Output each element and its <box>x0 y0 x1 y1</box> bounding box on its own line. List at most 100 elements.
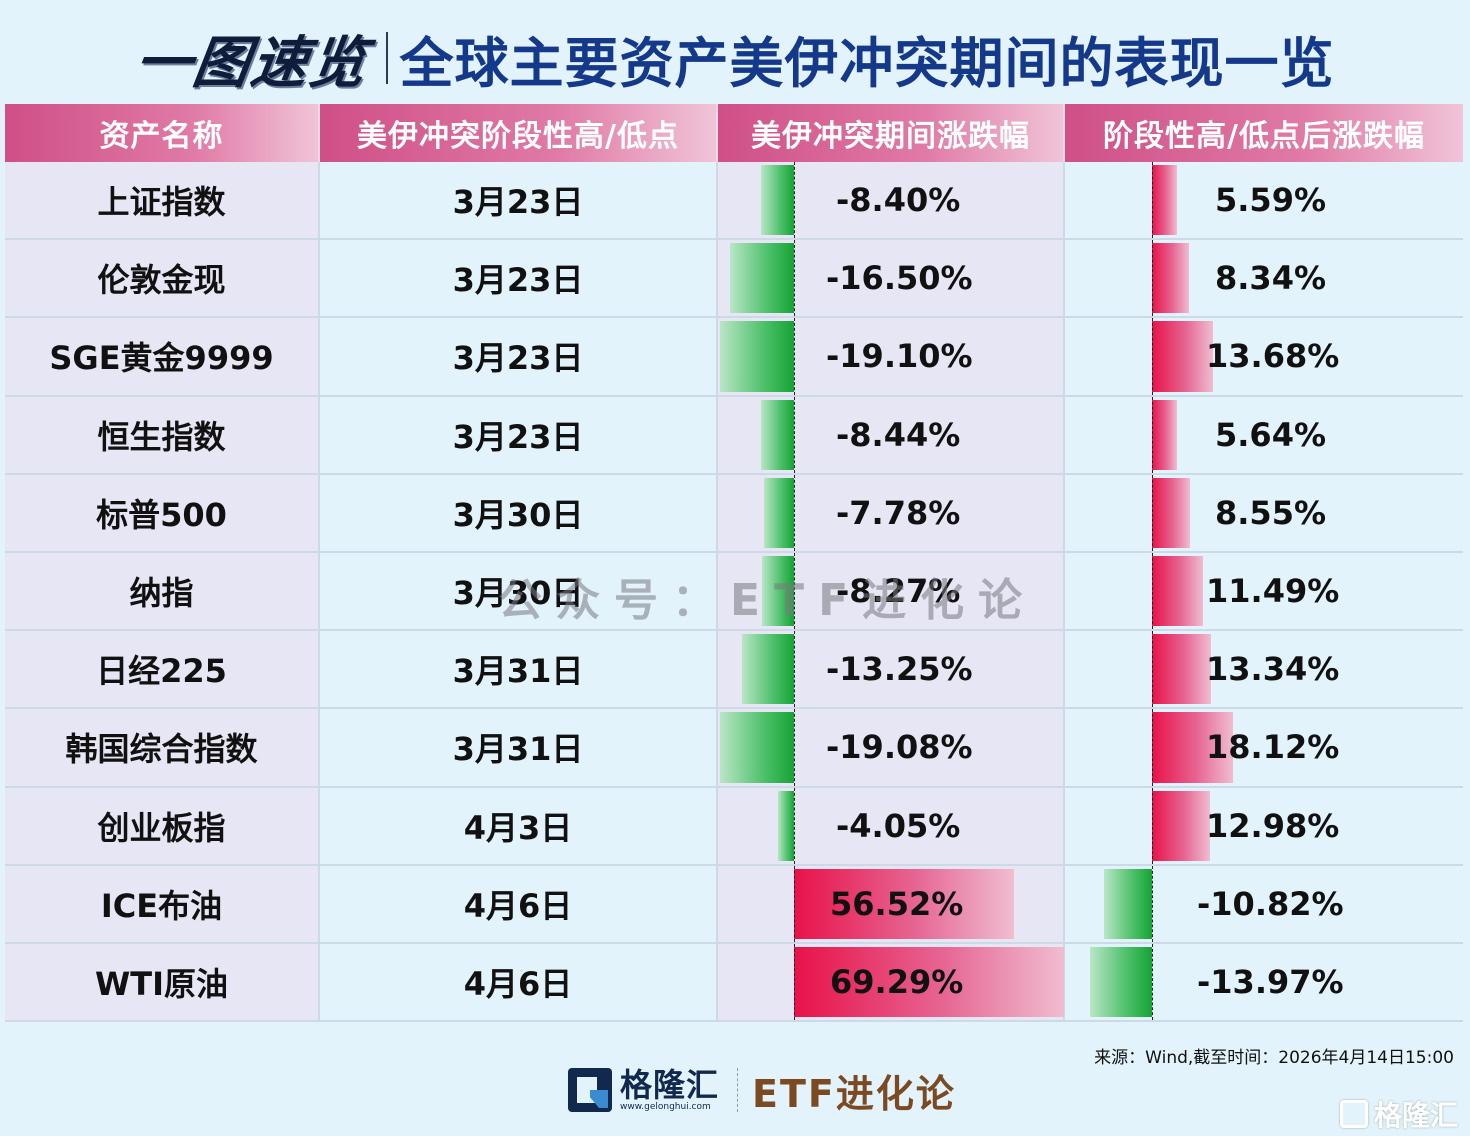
title-right: 全球主要资产美伊冲突期间的表现一览 <box>399 31 1335 95</box>
negative-bar <box>763 477 794 548</box>
change-during-cell: -7.78% <box>718 474 1065 551</box>
change-after-cell: 8.55% <box>1065 474 1463 551</box>
asset-name: 上证指数 <box>5 162 320 239</box>
table-row: 纳指 3月30日 -8.27% 11.49% <box>5 552 1463 632</box>
zero-axis <box>1152 162 1153 239</box>
change-during-value: -13.25% <box>826 650 973 689</box>
change-during-cell: 69.29% <box>718 943 1065 1021</box>
table-row: ICE布油 4月6日 56.52% -10.82% <box>5 865 1463 944</box>
brand-name: 格隆汇 <box>620 1066 720 1104</box>
change-during-value: -8.40% <box>836 181 961 220</box>
zero-axis <box>794 318 795 395</box>
negative-bar <box>761 399 794 470</box>
change-after-value: 8.55% <box>1215 493 1327 532</box>
change-after-cell: 13.68% <box>1065 318 1463 395</box>
change-during-value: 56.52% <box>830 884 964 923</box>
change-after-value: 18.12% <box>1206 728 1340 767</box>
positive-bar <box>794 868 1015 939</box>
title-left: 一图速览 <box>130 30 372 96</box>
positive-bar <box>1152 555 1204 627</box>
change-during-cell: 56.52% <box>718 865 1065 942</box>
change-during-value: -4.05% <box>836 806 961 845</box>
negative-bar <box>742 634 794 705</box>
turning-date: 3月30日 <box>320 474 718 551</box>
table-row: 韩国综合指数 3月31日 -19.08% 18.12% <box>5 709 1463 788</box>
zero-axis <box>794 709 795 786</box>
footer-divider <box>737 1068 739 1112</box>
zero-axis <box>1152 474 1153 551</box>
zero-axis <box>1152 631 1153 708</box>
zero-axis <box>794 787 795 864</box>
positive-bar <box>1152 399 1178 470</box>
table-row: WTI原油 4月6日 69.29% -13.97% <box>5 943 1463 1023</box>
page-title: 一图速览 全球主要资产美伊冲突期间的表现一览 <box>0 18 1470 98</box>
change-during-value: -7.78% <box>836 493 961 532</box>
change-after-cell: 5.59% <box>1065 162 1463 239</box>
change-after-value: 13.34% <box>1206 650 1340 689</box>
zero-axis <box>794 943 795 1021</box>
performance-table: 资产名称 美伊冲突阶段性高/低点 美伊冲突期间涨跌幅 阶段性高/低点后涨跌幅 上… <box>5 104 1463 1023</box>
change-after-value: 5.59% <box>1215 181 1327 220</box>
positive-bar <box>1152 165 1177 236</box>
asset-name: ICE布油 <box>5 865 320 942</box>
zero-axis <box>1152 318 1153 395</box>
change-after-value: 11.49% <box>1206 572 1340 611</box>
zero-axis <box>794 240 795 317</box>
change-during-cell: -8.27% <box>718 552 1065 630</box>
corner-logo-text: 格隆汇 <box>1373 1099 1458 1132</box>
table-row: 创业板指 4月3日 -4.05% 12.98% <box>5 787 1463 866</box>
turning-date: 3月30日 <box>320 552 718 630</box>
change-during-value: -8.44% <box>836 415 961 454</box>
zero-axis <box>794 552 795 630</box>
table-row: 日经225 3月31日 -13.25% 13.34% <box>5 631 1463 710</box>
change-during-cell: -8.44% <box>718 396 1065 473</box>
positive-bar <box>1152 712 1233 783</box>
table-row: 上证指数 3月23日 -8.40% 5.59% <box>5 162 1463 241</box>
change-after-value: 8.34% <box>1215 259 1327 298</box>
negative-bar <box>761 555 794 627</box>
zero-axis <box>1152 787 1153 864</box>
change-after-value: 13.68% <box>1206 337 1340 376</box>
change-during-cell: -16.50% <box>718 240 1065 317</box>
zero-axis <box>794 865 795 942</box>
change-during-value: -19.08% <box>826 728 973 767</box>
table-row: SGE黄金9999 3月23日 -19.10% 13.68% <box>5 318 1463 397</box>
partner-brand: ETF进化论 <box>752 1071 956 1116</box>
change-during-value: 69.29% <box>830 962 964 1001</box>
header-turning-date: 美伊冲突阶段性高/低点 <box>320 104 718 162</box>
asset-name: 伦敦金现 <box>5 240 320 317</box>
positive-bar <box>1152 634 1212 705</box>
footer-branding: 格隆汇 www.gelonghui.com ETF进化论 <box>568 1066 956 1116</box>
asset-name: 恒生指数 <box>5 396 320 473</box>
corner-watermark-logo: 格隆汇 <box>1339 1094 1458 1134</box>
asset-name: 纳指 <box>5 552 320 630</box>
change-after-value: 12.98% <box>1206 806 1340 845</box>
asset-name: 日经225 <box>5 631 320 708</box>
header-change-during: 美伊冲突期间涨跌幅 <box>718 104 1065 162</box>
change-after-value: 5.64% <box>1215 415 1327 454</box>
gelonghui-logo-icon <box>568 1068 612 1112</box>
table-header: 资产名称 美伊冲突阶段性高/低点 美伊冲突期间涨跌幅 阶段性高/低点后涨跌幅 <box>5 104 1463 162</box>
change-during-value: -8.27% <box>836 572 961 611</box>
zero-axis <box>794 396 795 473</box>
asset-name: 创业板指 <box>5 787 320 864</box>
positive-bar <box>1152 243 1190 314</box>
negative-bar <box>761 165 794 236</box>
turning-date: 3月31日 <box>320 709 718 786</box>
change-after-cell: 13.34% <box>1065 631 1463 708</box>
change-during-value: -16.50% <box>826 259 973 298</box>
change-after-cell: 11.49% <box>1065 552 1463 630</box>
zero-axis <box>1152 396 1153 473</box>
asset-name: SGE黄金9999 <box>5 318 320 395</box>
turning-date: 3月23日 <box>320 396 718 473</box>
positive-bar <box>794 946 1065 1018</box>
change-after-cell: 8.34% <box>1065 240 1463 317</box>
zero-axis <box>794 162 795 239</box>
turning-date: 4月3日 <box>320 787 718 864</box>
change-after-cell: 18.12% <box>1065 709 1463 786</box>
asset-name: 韩国综合指数 <box>5 709 320 786</box>
change-after-cell: -13.97% <box>1065 943 1463 1021</box>
turning-date: 3月23日 <box>320 240 718 317</box>
negative-bar <box>1089 946 1152 1018</box>
positive-bar <box>1152 321 1213 392</box>
